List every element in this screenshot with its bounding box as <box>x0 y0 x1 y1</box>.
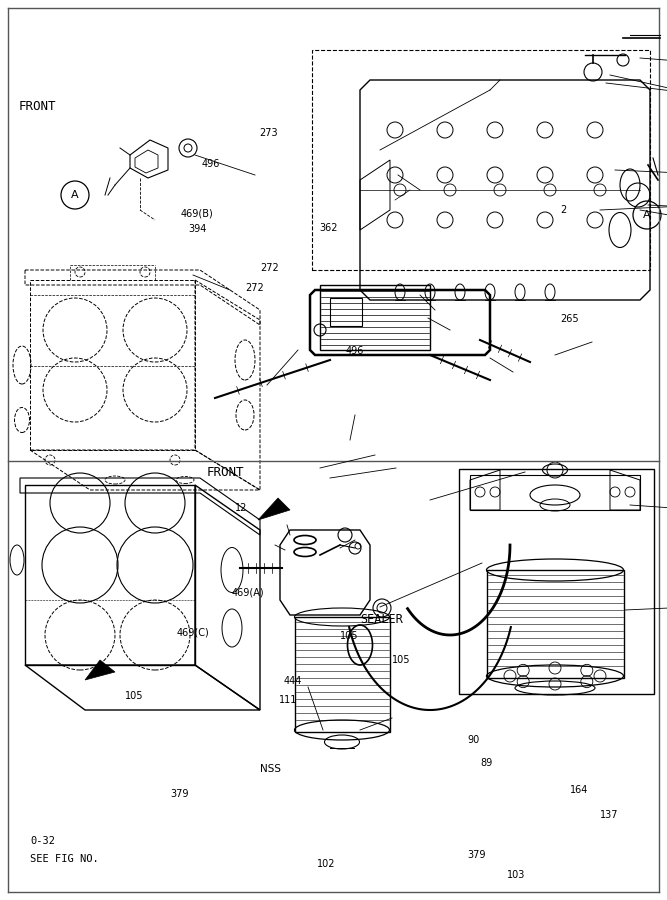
Text: 105: 105 <box>392 654 411 665</box>
Text: 272: 272 <box>245 283 264 293</box>
Polygon shape <box>85 660 115 680</box>
Text: 12: 12 <box>235 503 247 514</box>
Text: 105: 105 <box>125 690 144 701</box>
Bar <box>312 50 650 270</box>
Text: 265: 265 <box>560 314 579 325</box>
Text: 89: 89 <box>480 758 492 769</box>
Text: FRONT: FRONT <box>207 466 244 479</box>
Text: SEALER: SEALER <box>360 613 403 626</box>
Text: 272: 272 <box>260 263 279 274</box>
Text: 111: 111 <box>279 695 297 706</box>
Text: 137: 137 <box>600 809 619 820</box>
Polygon shape <box>258 498 290 520</box>
Text: 2: 2 <box>560 204 566 215</box>
Text: 105: 105 <box>340 631 359 642</box>
Text: 90: 90 <box>467 734 479 745</box>
Text: SEE FIG NO.: SEE FIG NO. <box>30 854 99 865</box>
Text: A: A <box>643 210 651 220</box>
Text: 0-32: 0-32 <box>30 836 55 847</box>
Text: 444: 444 <box>283 676 302 687</box>
Text: 469(C): 469(C) <box>177 627 209 638</box>
Text: 496: 496 <box>201 158 220 169</box>
Bar <box>320 285 430 350</box>
Text: 379: 379 <box>467 850 486 860</box>
Text: 102: 102 <box>317 859 336 869</box>
Text: 379: 379 <box>170 788 189 799</box>
Text: 469(B): 469(B) <box>180 208 213 219</box>
Text: 164: 164 <box>570 785 589 796</box>
Text: 362: 362 <box>319 222 338 233</box>
Bar <box>487 570 624 678</box>
Text: A: A <box>71 190 79 200</box>
Text: 273: 273 <box>259 128 277 139</box>
Text: FRONT: FRONT <box>19 100 56 112</box>
Bar <box>459 469 654 694</box>
Text: 394: 394 <box>188 224 207 235</box>
Text: 103: 103 <box>507 869 526 880</box>
Bar <box>330 298 362 326</box>
Bar <box>295 617 390 732</box>
Text: 469(A): 469(A) <box>231 587 264 598</box>
Text: 496: 496 <box>346 346 364 356</box>
Text: NSS: NSS <box>260 764 281 775</box>
